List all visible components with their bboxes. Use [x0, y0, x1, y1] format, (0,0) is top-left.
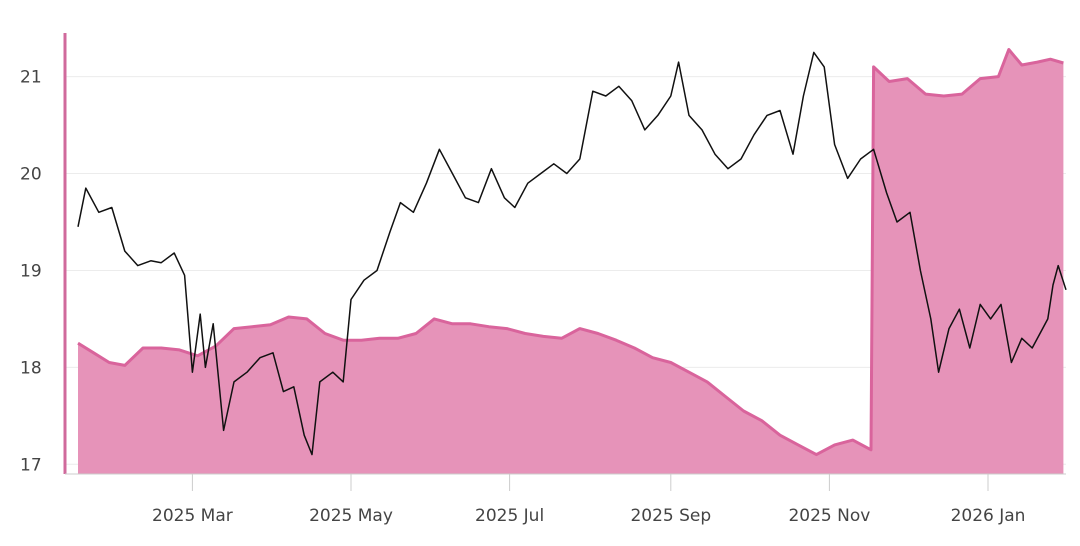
x-tick-label-2: 2025 Jul [475, 506, 544, 526]
x-tick-label-3: 2025 Sep [630, 506, 711, 526]
axes [63, 33, 1066, 475]
y-tick-label-0: 17 [20, 455, 42, 475]
y-axis-ticks: 17 18 19 20 21 [20, 68, 42, 476]
x-tick-label-0: 2025 Mar [152, 506, 233, 526]
x-axis-ticks: 2025 Mar 2025 May 2025 Jul 2025 Sep 2025 Nov… [152, 474, 1025, 526]
x-tick-label-1: 2025 May [309, 506, 393, 526]
price-line [77, 51, 1067, 456]
area-outline [77, 48, 1064, 457]
x-tick-label-4: 2025 Nov [788, 506, 870, 526]
y-tick-label-3: 20 [20, 165, 42, 185]
y-tick-label-2: 19 [20, 261, 42, 281]
area-fill [78, 49, 1064, 474]
price-line-series [77, 51, 1067, 456]
y-tick-label-1: 18 [20, 358, 42, 378]
y-tick-label-4: 21 [20, 68, 42, 88]
area-series [77, 48, 1064, 474]
x-tick-label-5: 2026 Jan [951, 506, 1026, 526]
